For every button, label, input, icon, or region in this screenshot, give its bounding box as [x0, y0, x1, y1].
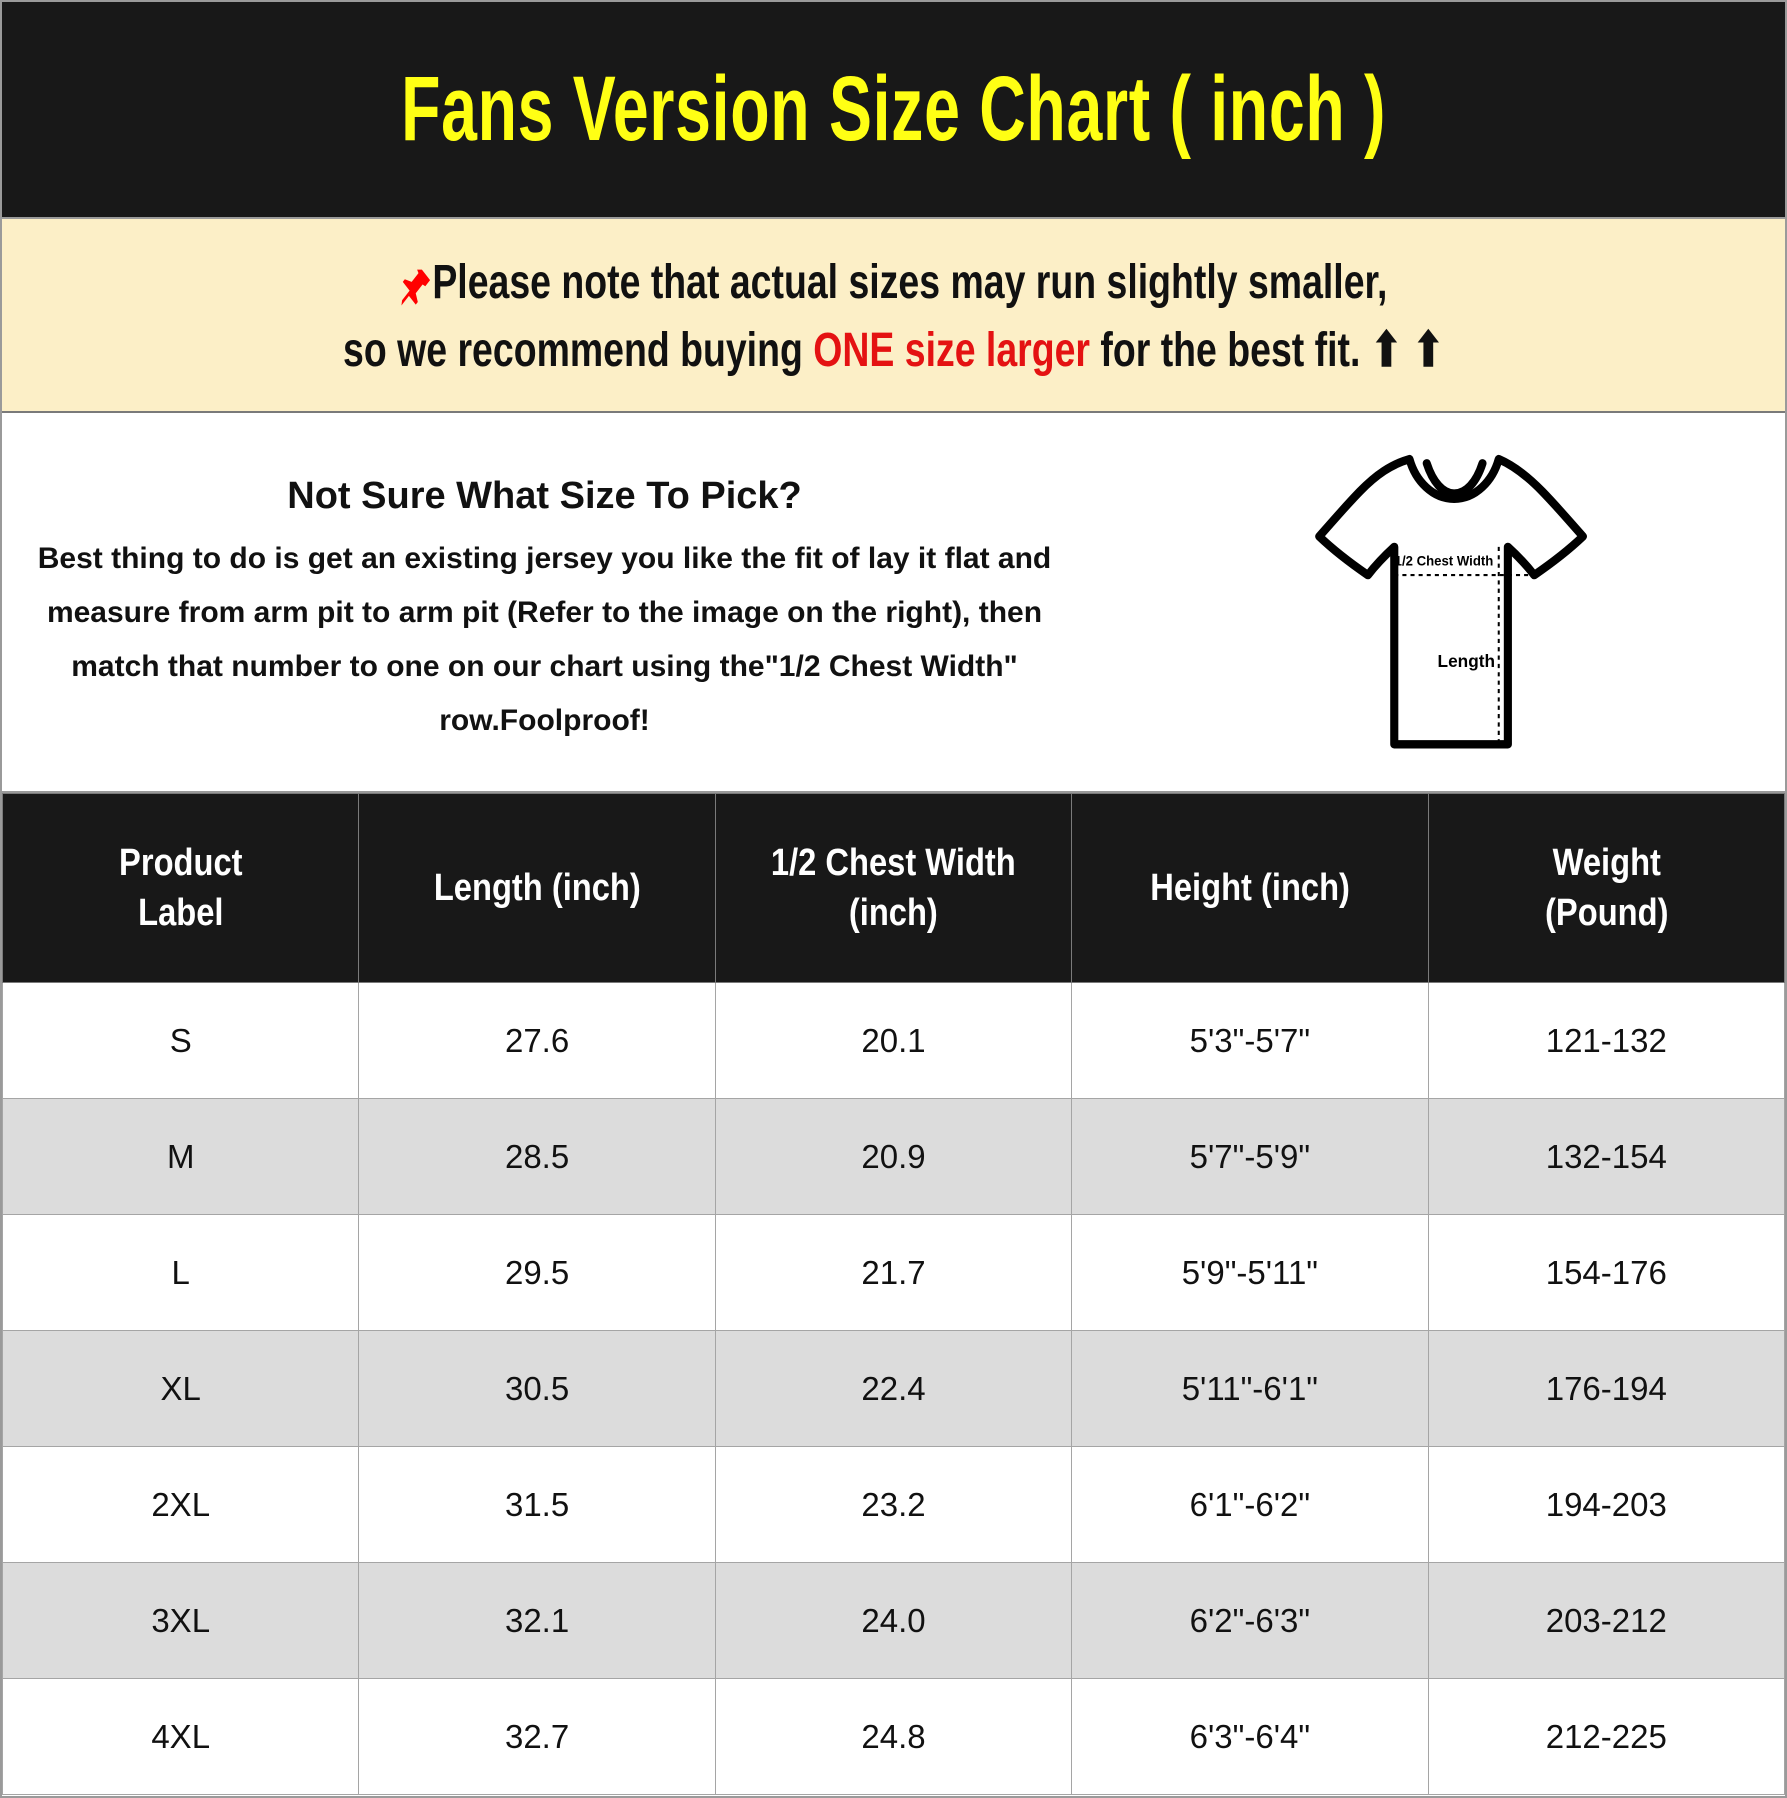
svg-text:Length: Length: [1438, 651, 1495, 671]
svg-text:1/2 Chest Width: 1/2 Chest Width: [1395, 554, 1494, 569]
